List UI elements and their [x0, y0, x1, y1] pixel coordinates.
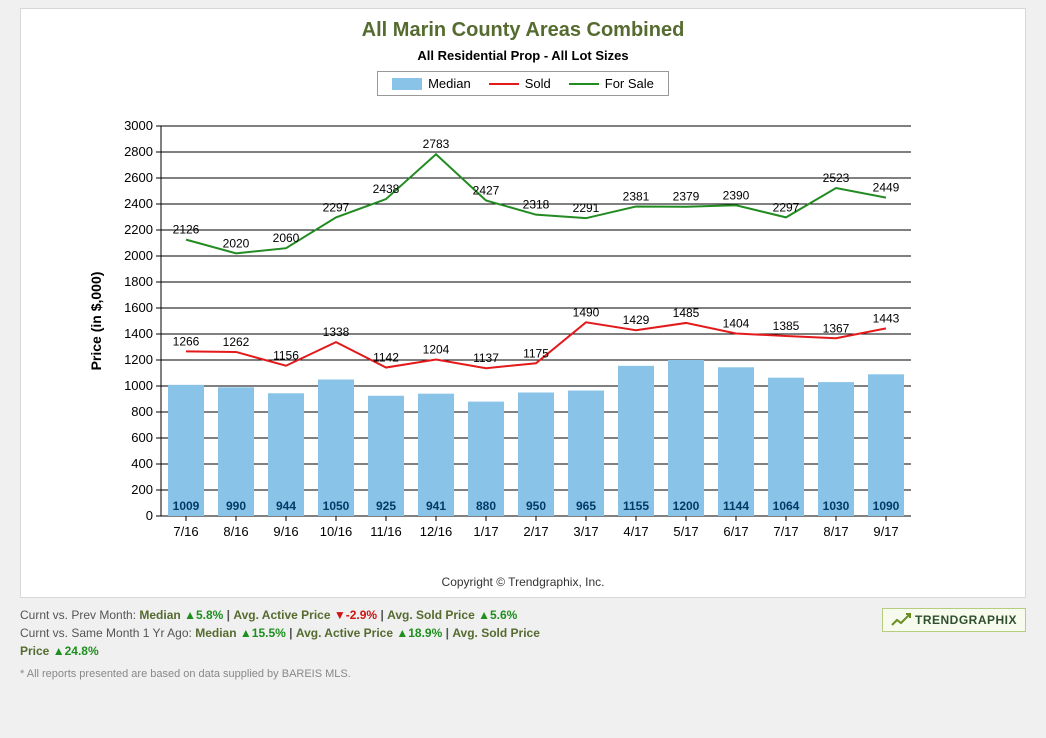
svg-text:880: 880: [476, 499, 496, 513]
svg-text:1400: 1400: [124, 326, 153, 341]
svg-text:2381: 2381: [623, 189, 650, 203]
chart-title: All Marin County Areas Combined: [41, 19, 1005, 42]
svg-text:2449: 2449: [873, 181, 900, 195]
legend-item-median: Median: [392, 76, 471, 91]
summary-block: Curnt vs. Prev Month: Median ▲5.8% | Avg…: [20, 606, 1026, 660]
svg-text:1090: 1090: [873, 499, 900, 513]
svg-text:2438: 2438: [373, 182, 400, 196]
svg-text:925: 925: [376, 499, 396, 513]
svg-text:1490: 1490: [573, 305, 600, 319]
svg-text:2379: 2379: [673, 190, 700, 204]
svg-text:4/17: 4/17: [623, 524, 648, 539]
svg-text:600: 600: [131, 430, 153, 445]
svg-text:1030: 1030: [823, 499, 850, 513]
svg-text:1156: 1156: [273, 349, 299, 363]
svg-text:1144: 1144: [723, 499, 749, 513]
svg-text:2297: 2297: [323, 200, 350, 214]
svg-text:1338: 1338: [323, 325, 350, 339]
chart-subtitle: All Residential Prop - All Lot Sizes: [41, 48, 1005, 63]
copyright-text: Copyright © Trendgraphix, Inc.: [41, 575, 1005, 589]
svg-text:1443: 1443: [873, 311, 900, 325]
svg-text:1367: 1367: [823, 321, 850, 335]
svg-text:1137: 1137: [473, 351, 499, 365]
svg-text:2297: 2297: [773, 200, 800, 214]
svg-text:990: 990: [226, 499, 246, 513]
svg-text:800: 800: [131, 404, 153, 419]
svg-text:941: 941: [426, 499, 446, 513]
svg-text:2000: 2000: [124, 248, 153, 263]
svg-text:7/17: 7/17: [773, 524, 798, 539]
svg-text:400: 400: [131, 456, 153, 471]
svg-text:0: 0: [146, 508, 153, 523]
svg-text:7/16: 7/16: [173, 524, 198, 539]
chart-legend: Median Sold For Sale: [41, 71, 1005, 96]
legend-item-sold: Sold: [489, 76, 551, 91]
trendgraphix-logo: TRENDGRAPHIX: [882, 608, 1026, 632]
svg-text:3000: 3000: [124, 118, 153, 133]
median-swatch: [392, 78, 422, 90]
chart-svg: 0 200 400 600 800 1000 1200 1400 1600 1800 2000 220…: [41, 106, 941, 566]
svg-text:1485: 1485: [673, 306, 700, 320]
svg-text:2523: 2523: [823, 171, 850, 185]
svg-text:965: 965: [576, 499, 596, 513]
svg-text:1266: 1266: [173, 334, 200, 348]
svg-text:10/16: 10/16: [320, 524, 353, 539]
svg-text:1000: 1000: [124, 378, 153, 393]
legend-label-sold: Sold: [525, 76, 551, 91]
svg-text:1175: 1175: [523, 346, 549, 360]
svg-text:8/17: 8/17: [823, 524, 848, 539]
svg-text:1404: 1404: [723, 316, 750, 330]
svg-text:950: 950: [526, 499, 546, 513]
svg-text:3/17: 3/17: [573, 524, 598, 539]
svg-text:1/17: 1/17: [473, 524, 498, 539]
legend-label-median: Median: [428, 76, 471, 91]
svg-text:1385: 1385: [773, 319, 800, 333]
svg-text:Price (in $,000): Price (in $,000): [88, 272, 104, 371]
svg-text:1142: 1142: [373, 351, 399, 365]
svg-text:1200: 1200: [124, 352, 153, 367]
svg-text:2291: 2291: [573, 201, 600, 215]
svg-text:1200: 1200: [673, 499, 700, 513]
footnote-text: * All reports presented are based on dat…: [20, 668, 1026, 680]
svg-text:2126: 2126: [173, 223, 200, 237]
svg-text:2060: 2060: [273, 231, 300, 245]
svg-text:11/16: 11/16: [370, 524, 402, 539]
svg-text:9/16: 9/16: [273, 524, 298, 539]
svg-text:6/17: 6/17: [723, 524, 748, 539]
logo-chart-icon: [891, 613, 911, 627]
svg-text:12/16: 12/16: [420, 524, 453, 539]
svg-text:2318: 2318: [523, 198, 550, 212]
svg-text:2200: 2200: [124, 222, 153, 237]
svg-text:1155: 1155: [623, 499, 649, 513]
svg-text:1429: 1429: [623, 313, 650, 327]
svg-text:1064: 1064: [773, 499, 800, 513]
svg-text:2600: 2600: [124, 170, 153, 185]
forsale-swatch: [569, 83, 599, 85]
svg-text:1050: 1050: [323, 499, 350, 513]
svg-text:1009: 1009: [173, 499, 200, 513]
legend-label-forsale: For Sale: [605, 76, 654, 91]
svg-text:1600: 1600: [124, 300, 153, 315]
svg-text:2800: 2800: [124, 144, 153, 159]
svg-text:9/17: 9/17: [873, 524, 898, 539]
svg-text:2020: 2020: [223, 236, 250, 250]
svg-text:1800: 1800: [124, 274, 153, 289]
svg-text:944: 944: [276, 499, 296, 513]
logo-text: TRENDGRAPHIX: [915, 611, 1017, 629]
svg-text:5/17: 5/17: [673, 524, 698, 539]
svg-text:2400: 2400: [124, 196, 153, 211]
svg-text:2390: 2390: [723, 188, 750, 202]
svg-text:8/16: 8/16: [223, 524, 248, 539]
svg-text:1262: 1262: [223, 335, 250, 349]
svg-text:2783: 2783: [423, 137, 450, 151]
chart-area: 0 200 400 600 800 1000 1200 1400 1600 1800 2000 220…: [41, 106, 1005, 571]
svg-text:2/17: 2/17: [523, 524, 548, 539]
legend-item-forsale: For Sale: [569, 76, 654, 91]
svg-text:200: 200: [131, 482, 153, 497]
svg-text:2427: 2427: [473, 183, 500, 197]
sold-swatch: [489, 83, 519, 85]
svg-text:1204: 1204: [423, 342, 450, 356]
